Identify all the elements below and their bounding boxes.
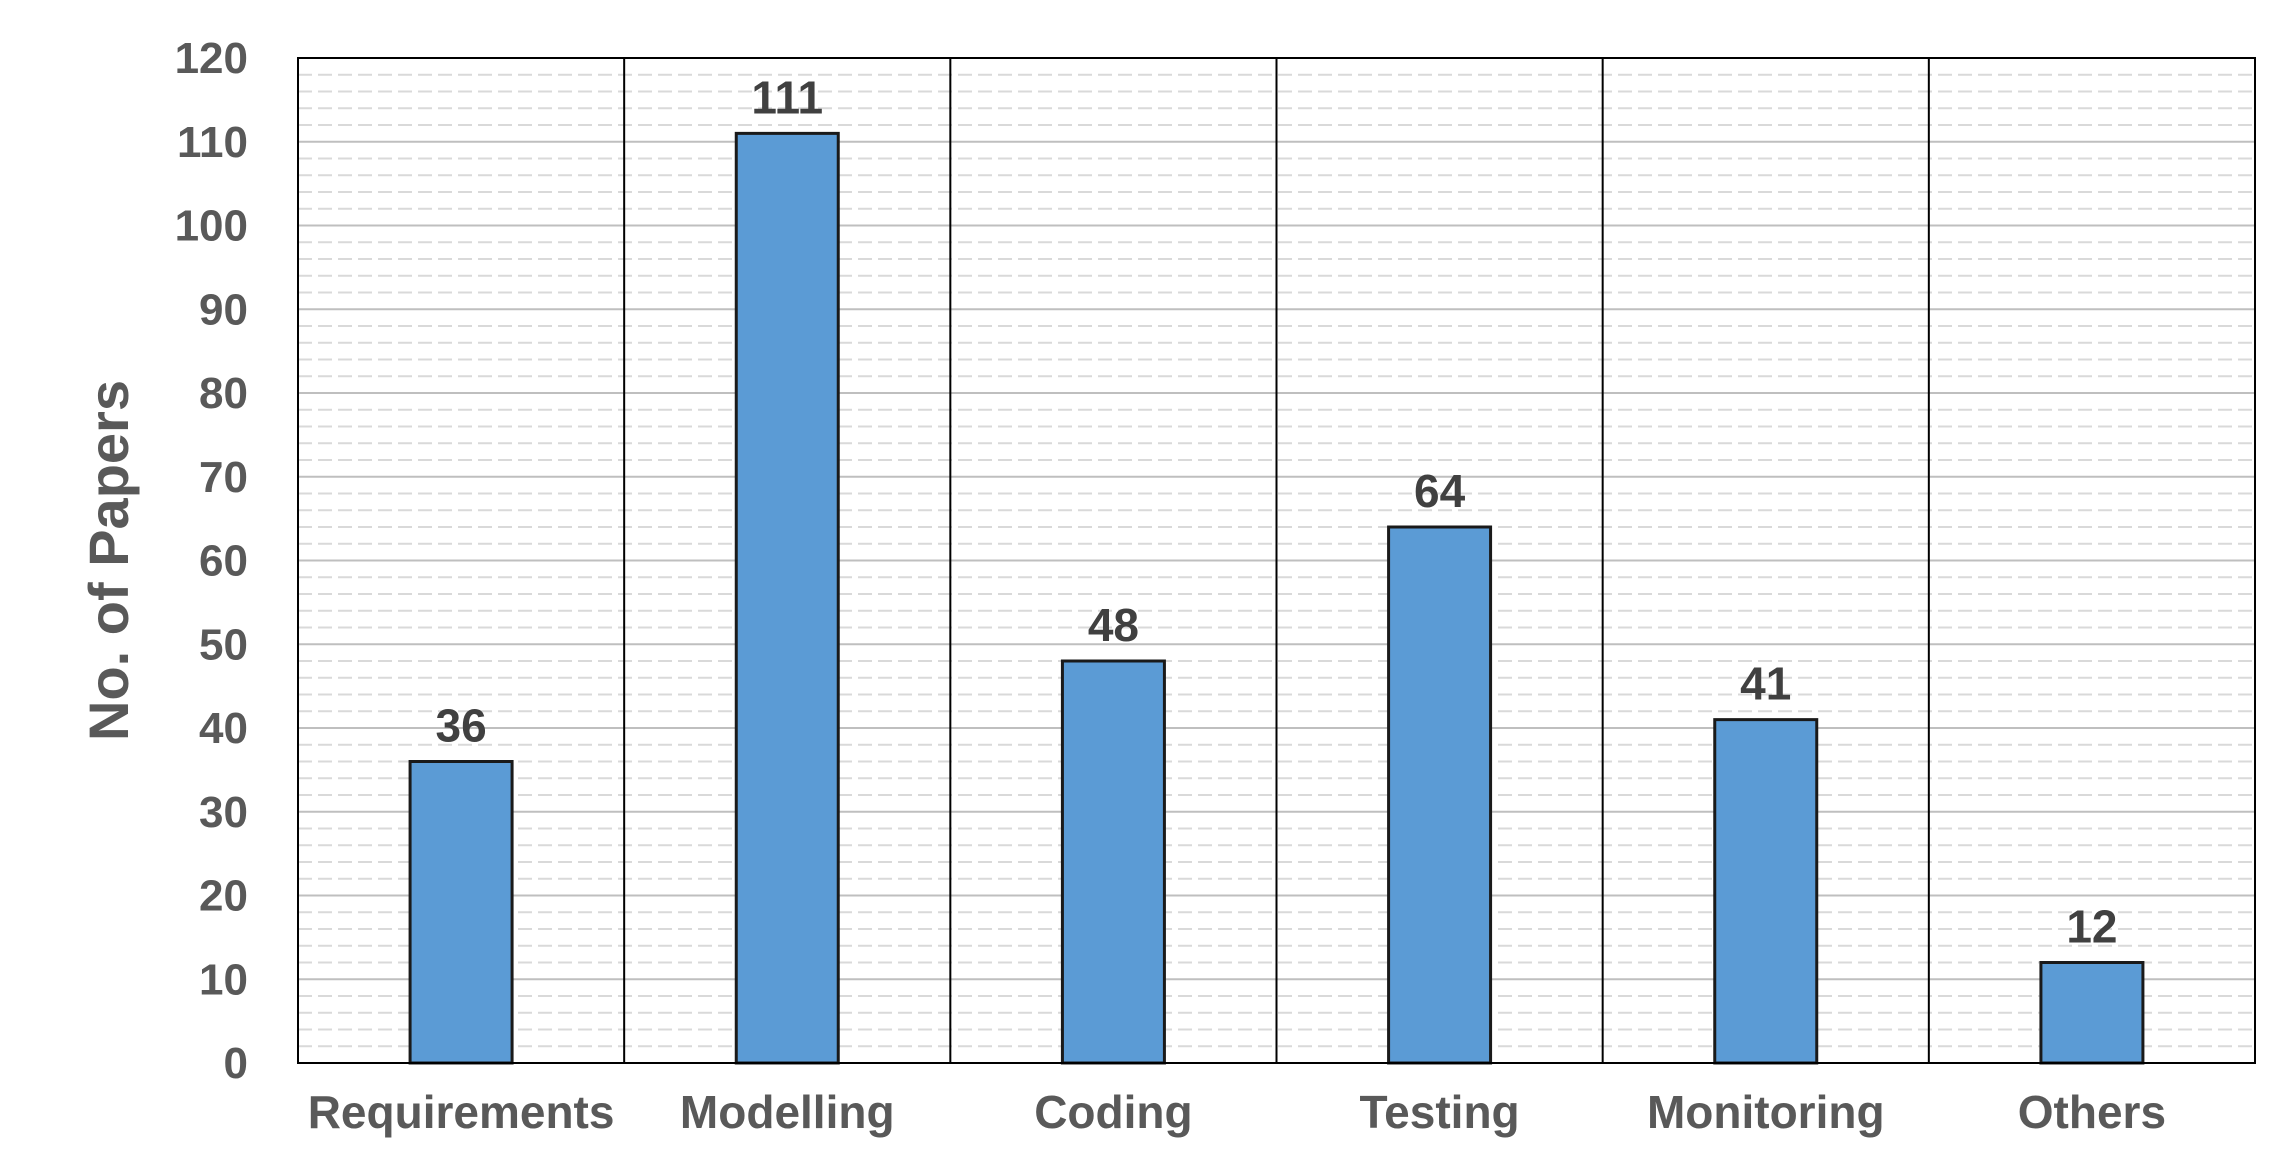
- x-tick-label-monitoring: Monitoring: [1647, 1086, 1885, 1138]
- data-label-coding: 48: [1088, 599, 1139, 651]
- x-tick-label-requirements: Requirements: [308, 1086, 615, 1138]
- y-tick-label: 60: [199, 537, 248, 586]
- bar-others: [2039, 961, 2145, 1065]
- data-label-testing: 64: [1414, 465, 1466, 517]
- y-axis-title: No. of Papers: [77, 380, 140, 741]
- bar-testing: [1387, 525, 1493, 1065]
- bar-coding: [1060, 659, 1166, 1065]
- y-tick-label: 70: [199, 453, 248, 502]
- data-label-others: 12: [2066, 901, 2117, 953]
- x-tick-label-coding: Coding: [1034, 1086, 1192, 1138]
- x-tick-label-others: Others: [2018, 1086, 2166, 1138]
- y-axis-ticks: 0 10 20 30 40 50 60 70 80 90 100 110 120: [175, 34, 248, 1088]
- plot-frame: [297, 57, 2256, 1064]
- data-label-monitoring: 41: [1740, 658, 1791, 710]
- data-label-requirements: 36: [435, 700, 486, 752]
- y-tick-label: 20: [199, 872, 248, 921]
- data-labels: 36 111 48 64 41 12: [435, 71, 2117, 952]
- y-tick-label: 10: [199, 955, 248, 1004]
- data-label-modelling: 111: [751, 71, 823, 123]
- x-tick-label-testing: Testing: [1360, 1086, 1520, 1138]
- y-tick-label: 100: [175, 202, 248, 251]
- y-tick-label: 90: [199, 285, 248, 334]
- x-axis-categories: Requirements Modelling Coding Testing Monito…: [308, 1086, 2166, 1138]
- bar-requirements: [408, 760, 514, 1065]
- y-tick-label: 40: [199, 704, 248, 753]
- x-tick-label-modelling: Modelling: [680, 1086, 895, 1138]
- bars: [408, 131, 2145, 1065]
- bar-monitoring: [1713, 718, 1819, 1065]
- y-tick-label: 50: [199, 620, 248, 669]
- category-dividers: [623, 58, 1930, 1063]
- y-tick-label: 0: [224, 1039, 248, 1088]
- bar-modelling: [734, 131, 840, 1065]
- y-tick-label: 80: [199, 369, 248, 418]
- y-tick-label: 120: [175, 34, 248, 83]
- y-tick-label: 30: [199, 788, 248, 837]
- y-tick-label: 110: [177, 118, 248, 167]
